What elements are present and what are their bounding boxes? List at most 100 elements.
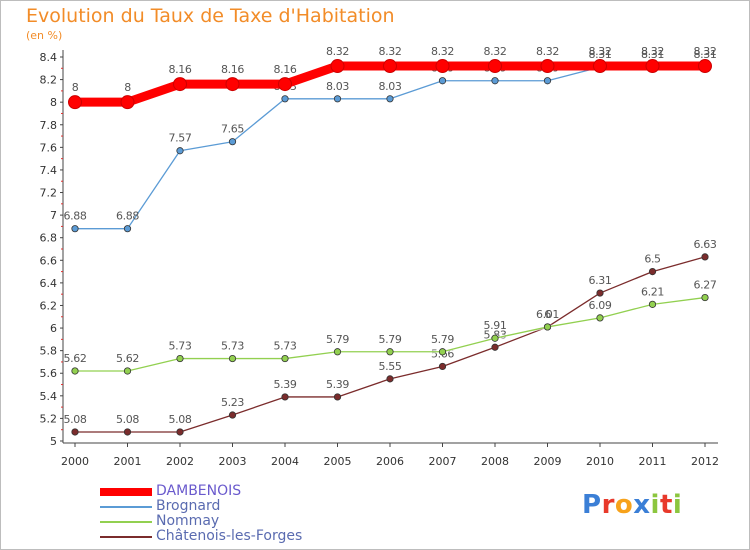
data-label-chatenois-les-forges: 5.39 (326, 378, 349, 391)
data-label-nommay: 5.79 (326, 333, 349, 346)
data-label-chatenois-les-forges: 5.08 (64, 413, 87, 426)
y-tick-label: 5.6 (40, 367, 58, 380)
data-label-nommay: 6.09 (589, 299, 612, 312)
data-point-dambenois (330, 59, 345, 74)
data-point-chatenois-les-forges (386, 375, 394, 383)
data-point-dambenois (68, 95, 82, 110)
data-label-nommay: 6.27 (694, 279, 717, 292)
chart-title: Evolution du Taux de Taxe d'Habitation (26, 5, 395, 27)
y-tick-label: 5.2 (40, 412, 58, 425)
x-tick-label: 2009 (534, 455, 562, 468)
data-point-dambenois (173, 77, 187, 92)
data-label-nommay: 5.73 (169, 340, 192, 353)
data-point-brognard (491, 77, 499, 85)
data-label-dambenois: 8 (72, 81, 79, 94)
data-point-dambenois (435, 59, 450, 74)
data-label-chatenois-les-forges: 5.39 (274, 378, 297, 391)
chart-subtitle: (en %) (26, 29, 63, 42)
data-point-nommay (438, 348, 447, 356)
data-point-brognard (281, 95, 289, 103)
data-label-brognard: 8.31 (641, 48, 664, 61)
data-point-brognard (543, 77, 552, 85)
data-label-dambenois: 8.32 (326, 45, 349, 58)
x-tick-label: 2004 (271, 455, 299, 468)
y-tick-label: 6.4 (40, 277, 58, 290)
data-label-dambenois: 8.32 (641, 45, 664, 58)
data-label-dambenois: 8.32 (589, 45, 612, 58)
data-label-brognard: 7.57 (169, 132, 192, 145)
legend-label: Nommay (156, 513, 220, 529)
y-tick-label: 8.2 (40, 74, 58, 87)
x-tick-label: 2002 (166, 455, 194, 468)
y-tick-label: 8 (50, 96, 57, 109)
data-point-chatenois-les-forges (438, 362, 447, 371)
data-point-nommay (123, 367, 132, 375)
data-point-chatenois-les-forges (281, 393, 289, 401)
data-label-dambenois: 8.16 (221, 63, 244, 76)
data-point-brognard (228, 138, 237, 146)
x-tick-label: 2008 (481, 455, 509, 468)
data-label-nommay: 5.73 (221, 340, 244, 353)
data-label-chatenois-les-forges: 6.5 (644, 253, 661, 266)
data-label-chatenois-les-forges: 6.63 (694, 238, 717, 251)
data-point-nommay (71, 367, 79, 375)
data-label-nommay: 5.62 (116, 352, 139, 365)
data-label-dambenois: 8.16 (169, 63, 192, 76)
y-tick-label: 7.2 (40, 187, 58, 200)
data-point-nommay (176, 354, 184, 363)
y-tick-label: 5.4 (40, 390, 58, 403)
data-point-nommay (543, 323, 552, 331)
y-tick-label: 7.8 (40, 119, 58, 132)
y-tick-label: 7 (50, 209, 57, 222)
data-point-chatenois-les-forges (123, 428, 132, 436)
data-label-chatenois-les-forges: 5.08 (169, 413, 192, 426)
x-tick-label: 2007 (429, 455, 457, 468)
y-tick-label: 6.6 (40, 254, 58, 267)
data-label-nommay: 5.62 (64, 352, 87, 365)
data-point-brognard (333, 95, 342, 103)
data-label-dambenois: 8.32 (694, 45, 717, 58)
data-point-brognard (438, 77, 447, 85)
data-point-brognard (386, 95, 394, 103)
data-point-dambenois (698, 59, 712, 74)
data-label-dambenois: 8.32 (379, 45, 402, 58)
data-point-brognard (71, 225, 79, 233)
data-point-chatenois-les-forges (701, 253, 709, 261)
legend-swatch (100, 521, 152, 523)
y-tick-label: 5.8 (40, 345, 58, 358)
data-label-brognard: 6.88 (64, 210, 87, 223)
data-label-chatenois-les-forges: 6.31 (589, 274, 612, 287)
data-point-dambenois (120, 95, 135, 110)
data-point-dambenois (383, 59, 397, 74)
data-label-nommay: 5.79 (431, 333, 454, 346)
data-label-brognard: 8.03 (326, 80, 349, 93)
legend-swatch (100, 536, 152, 538)
x-tick-label: 2012 (691, 455, 719, 468)
data-label-chatenois-les-forges: 5.55 (379, 360, 402, 373)
y-tick-label: 7.4 (40, 164, 58, 177)
data-label-dambenois: 8.32 (484, 45, 507, 58)
y-tick-label: 7.6 (40, 141, 58, 154)
data-label-nommay: 5.79 (379, 333, 402, 346)
data-point-dambenois (225, 77, 240, 92)
legend-label: Châtenois-les-Forges (156, 528, 303, 544)
x-tick-label: 2006 (376, 455, 404, 468)
data-point-chatenois-les-forges (648, 267, 657, 276)
data-point-brognard (176, 147, 184, 155)
data-point-chatenois-les-forges (176, 428, 184, 436)
data-point-chatenois-les-forges (228, 411, 237, 419)
data-point-nommay (333, 348, 342, 356)
data-label-dambenois: 8.16 (274, 63, 297, 76)
x-tick-label: 2005 (324, 455, 352, 468)
data-point-nommay (228, 354, 237, 363)
data-point-nommay (701, 293, 709, 302)
x-tick-label: 2001 (114, 455, 142, 468)
x-tick-label: 2000 (61, 455, 89, 468)
data-label-brognard: 8.03 (379, 80, 402, 93)
proxiti-logo: Proxiti (582, 490, 683, 520)
data-point-nommay (386, 348, 394, 356)
data-label-nommay: 6.21 (641, 285, 664, 298)
data-point-nommay (281, 354, 289, 363)
data-point-chatenois-les-forges (491, 343, 499, 351)
legend-swatch (100, 488, 152, 496)
